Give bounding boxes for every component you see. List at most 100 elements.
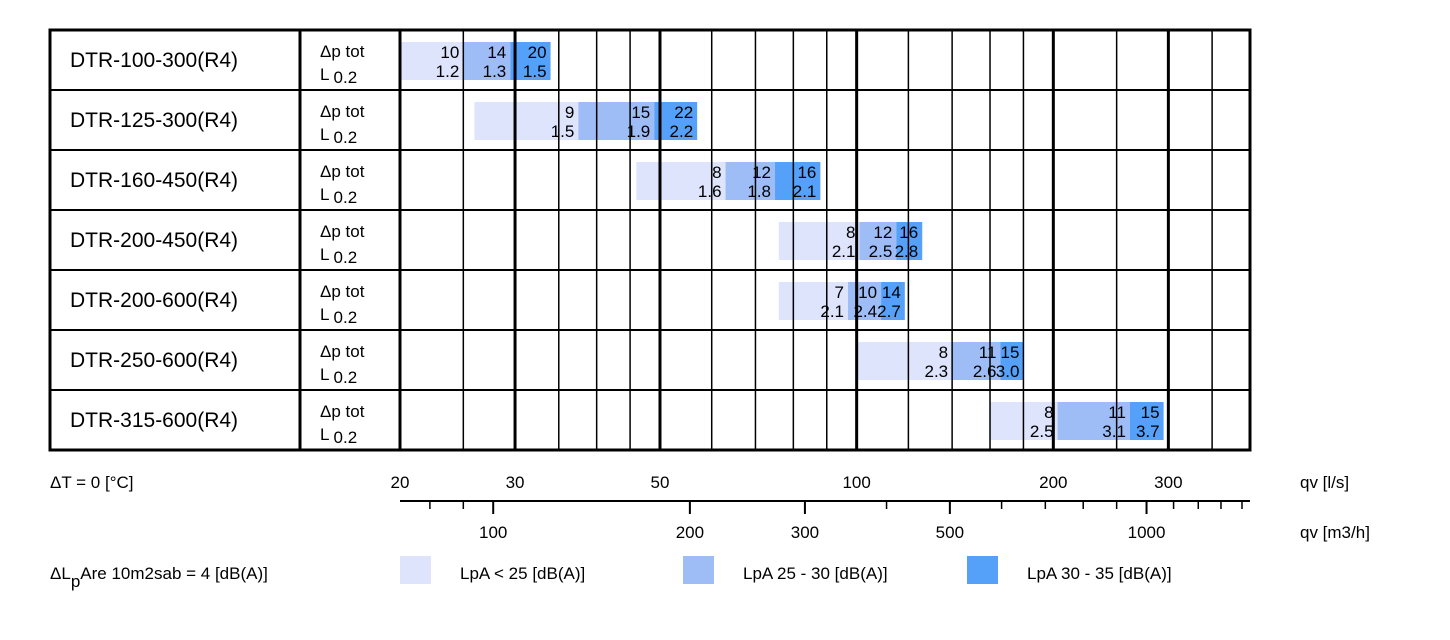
- bar-pressure-label: 8: [939, 343, 948, 362]
- bar-length-label: 1.5: [551, 122, 575, 141]
- pressure-row-label: Δp tot: [320, 402, 365, 421]
- bar-pressure-label: 16: [899, 223, 918, 242]
- model-name: DTR-125-300(R4): [70, 109, 238, 132]
- length-row-label: L 0.2: [320, 185, 357, 207]
- bar-segment: [510, 42, 551, 80]
- pressure-row-label: Δp tot: [320, 282, 365, 301]
- bar-segment: [578, 102, 655, 140]
- bar-pressure-label: 10: [440, 43, 459, 62]
- bar-segment: [474, 102, 579, 140]
- top-tick-label: 50: [651, 473, 670, 492]
- bar-labels: 101.2141.3201.591.5151.9222.281.6121.816…: [436, 43, 1160, 441]
- delta-lp-note: ΔLpAre 10m2sab = 4 [dB(A)]: [50, 564, 268, 591]
- legend-label: LpA 30 - 35 [dB(A)]: [1027, 564, 1172, 583]
- legend-label: LpA < 25 [dB(A)]: [460, 564, 585, 583]
- bar-pressure-label: 8: [846, 223, 855, 242]
- bottom-tick-label: 100: [479, 523, 507, 542]
- bar-pressure-label: 15: [631, 103, 650, 122]
- bar-segment: [463, 42, 511, 80]
- bar-pressure-label: 20: [528, 43, 547, 62]
- model-name: DTR-100-300(R4): [70, 49, 238, 72]
- bar-segment: [400, 42, 464, 80]
- bar-length-label: 2.2: [670, 122, 694, 141]
- bar-length-label: 2.3: [924, 362, 948, 381]
- bar-length-label: 1.5: [523, 62, 547, 81]
- bar-length-label: 1.9: [627, 122, 651, 141]
- bar-pressure-label: 14: [882, 283, 901, 302]
- bar-length-label: 2.7: [877, 302, 901, 321]
- grid-layer: [462, 30, 1213, 450]
- bar-length-label: 2.1: [820, 302, 844, 321]
- legend-swatch: [967, 556, 998, 584]
- bar-length-label: 2.6: [973, 362, 997, 381]
- bar-segment: [856, 342, 953, 380]
- bar-segment: [778, 282, 849, 320]
- bar-segment: [896, 222, 923, 260]
- bars-layer: [400, 42, 1164, 440]
- bar-pressure-label: 9: [565, 103, 574, 122]
- model-name: DTR-200-600(R4): [70, 289, 238, 312]
- bottom-tick-label: 1000: [1128, 523, 1166, 542]
- bar-length-label: 1.3: [483, 62, 507, 81]
- row-labels: DTR-100-300(R4) Δp tot L 0.2 DTR-125-300(R4…: [70, 42, 365, 447]
- bar-pressure-label: 12: [752, 163, 771, 182]
- bar-length-label: 2.8: [895, 242, 919, 261]
- bar-pressure-label: 22: [674, 103, 693, 122]
- bar-pressure-label: 11: [979, 343, 997, 362]
- bottom-tick-label: 300: [791, 523, 819, 542]
- length-row-label: L 0.2: [320, 245, 357, 267]
- bar-pressure-label: 11: [1108, 403, 1126, 422]
- legend-swatch: [683, 556, 714, 584]
- delta-t-note: ΔT = 0 [°C]: [50, 473, 134, 492]
- bar-length-label: 2.1: [832, 242, 856, 261]
- bar-length-label: 3.0: [996, 362, 1020, 381]
- bar-length-label: 1.8: [747, 182, 771, 201]
- table-border: [48, 28, 1252, 452]
- table-frame: [48, 28, 1252, 452]
- bar-segment: [1129, 402, 1164, 440]
- pressure-row-label: Δp tot: [320, 162, 365, 181]
- length-row-label: L 0.2: [320, 305, 357, 327]
- legend-label: LpA 25 - 30 [dB(A)]: [743, 564, 888, 583]
- bar-segment: [1000, 342, 1024, 380]
- bar-length-label: 2.5: [1030, 422, 1054, 441]
- axes-layer: 20 30 50 100 200 300 100 200 300 500 1000: [391, 473, 1250, 542]
- top-tick-label: 100: [842, 473, 870, 492]
- bar-length-label: 2.1: [793, 182, 817, 201]
- model-name: DTR-160-450(R4): [70, 169, 238, 192]
- bar-length-label: 1.6: [698, 182, 722, 201]
- bottom-axis-unit: qv [m3/h]: [1300, 523, 1370, 542]
- bar-pressure-label: 12: [873, 223, 892, 242]
- bar-segment: [859, 222, 897, 260]
- bar-segment: [881, 282, 905, 320]
- bar-length-label: 2.5: [869, 242, 893, 261]
- bar-pressure-label: 10: [858, 283, 877, 302]
- bar-segment: [778, 222, 860, 260]
- pressure-row-label: Δp tot: [320, 42, 365, 61]
- bar-pressure-label: 15: [1001, 343, 1020, 362]
- bottom-tick-label: 500: [936, 523, 964, 542]
- pressure-row-label: Δp tot: [320, 222, 365, 241]
- model-name: DTR-315-600(R4): [70, 409, 238, 432]
- bar-length-label: 3.7: [1136, 422, 1160, 441]
- pressure-row-label: Δp tot: [320, 102, 365, 121]
- bar-pressure-label: 8: [712, 163, 721, 182]
- legend-swatch: [400, 556, 431, 584]
- model-name: DTR-200-450(R4): [70, 229, 238, 252]
- bar-segment: [952, 342, 1001, 380]
- bar-segment: [775, 162, 821, 200]
- bottom-tick-label: 200: [676, 523, 704, 542]
- bar-segment: [725, 162, 776, 200]
- pressure-row-label: Δp tot: [320, 342, 365, 361]
- bar-pressure-label: 14: [487, 43, 506, 62]
- bar-length-label: 2.4: [853, 302, 877, 321]
- bar-length-label: 1.2: [436, 62, 460, 81]
- length-row-label: L 0.2: [320, 425, 357, 447]
- bar-pressure-label: 8: [1044, 403, 1053, 422]
- bar-pressure-label: 16: [797, 163, 816, 182]
- length-row-label: L 0.2: [320, 365, 357, 387]
- length-row-label: L 0.2: [320, 65, 357, 87]
- bar-segment: [636, 162, 726, 200]
- bar-segment: [848, 282, 882, 320]
- bar-pressure-label: 7: [835, 283, 844, 302]
